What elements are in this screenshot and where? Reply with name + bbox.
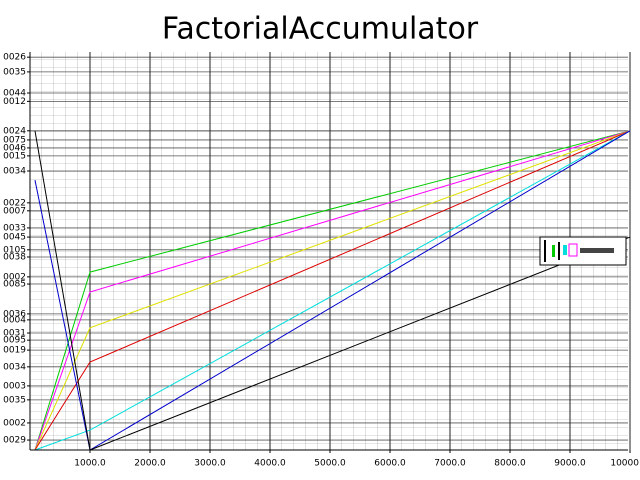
legend-swatch xyxy=(552,245,555,257)
y-tick-label: 0007 xyxy=(3,206,26,216)
y-tick-label: 0095 xyxy=(3,336,26,346)
x-tick-label: 10000 xyxy=(610,459,639,469)
series-line xyxy=(34,130,631,451)
legend-swatch xyxy=(563,245,567,255)
y-tick-label: 0045 xyxy=(3,233,26,243)
y-tick-label: 0036 xyxy=(3,309,26,319)
y-tick-label: 0002 xyxy=(3,272,26,282)
y-tick-label: 0033 xyxy=(3,223,26,233)
y-tick-label: 0034 xyxy=(3,362,26,372)
series-line xyxy=(34,130,631,451)
chart-title: FactorialAccumulator xyxy=(162,12,479,47)
y-tick-label: 0015 xyxy=(3,151,26,161)
y-tick-label: 0075 xyxy=(3,135,26,145)
legend-swatch xyxy=(558,242,560,260)
y-tick-label: 0024 xyxy=(3,126,26,136)
x-tick-label: 3000.0 xyxy=(194,459,226,469)
x-tick-label: 7000.0 xyxy=(434,459,466,469)
y-tick-label: 0031 xyxy=(3,328,26,338)
y-tick-label: 0012 xyxy=(3,97,26,107)
x-tick-label: 9000.0 xyxy=(554,459,586,469)
y-tick-label: 0035 xyxy=(3,67,26,77)
x-tick-label: 1000.0 xyxy=(74,459,106,469)
x-tick-label: 2000.0 xyxy=(134,459,166,469)
y-tick-label: 0035 xyxy=(3,395,26,405)
x-tick-label: 4000.0 xyxy=(254,459,286,469)
y-tick-label: 0034 xyxy=(3,167,26,177)
y-tick-label: 0046 xyxy=(3,143,26,153)
legend-swatch xyxy=(580,248,614,253)
minor-grid xyxy=(30,52,628,450)
y-tick-label: 0105 xyxy=(3,245,26,255)
legend-swatch xyxy=(568,243,578,257)
y-tick-label: 0085 xyxy=(3,280,26,290)
x-tick-label: 5000.0 xyxy=(314,459,346,469)
y-tick-label: 0038 xyxy=(3,252,26,262)
y-tick-label: 0044 xyxy=(3,88,26,98)
series-line xyxy=(34,130,631,451)
y-tick-label: 0004 xyxy=(3,315,26,325)
x-tick-label: 8000.0 xyxy=(494,459,526,469)
y-tick-label: 0019 xyxy=(3,346,26,356)
y-tick-label: 0022 xyxy=(3,198,26,208)
series-line xyxy=(34,130,631,451)
series-line xyxy=(34,130,631,451)
y-tick-label: 0002 xyxy=(3,418,26,428)
legend-swatches xyxy=(544,240,614,262)
x-tick-label: 6000.0 xyxy=(374,459,406,469)
legend-swatch xyxy=(544,240,546,262)
y-tick-label: 0026 xyxy=(3,53,26,63)
y-tick-label: 0003 xyxy=(3,381,26,391)
y-tick-label: 0029 xyxy=(3,436,26,446)
